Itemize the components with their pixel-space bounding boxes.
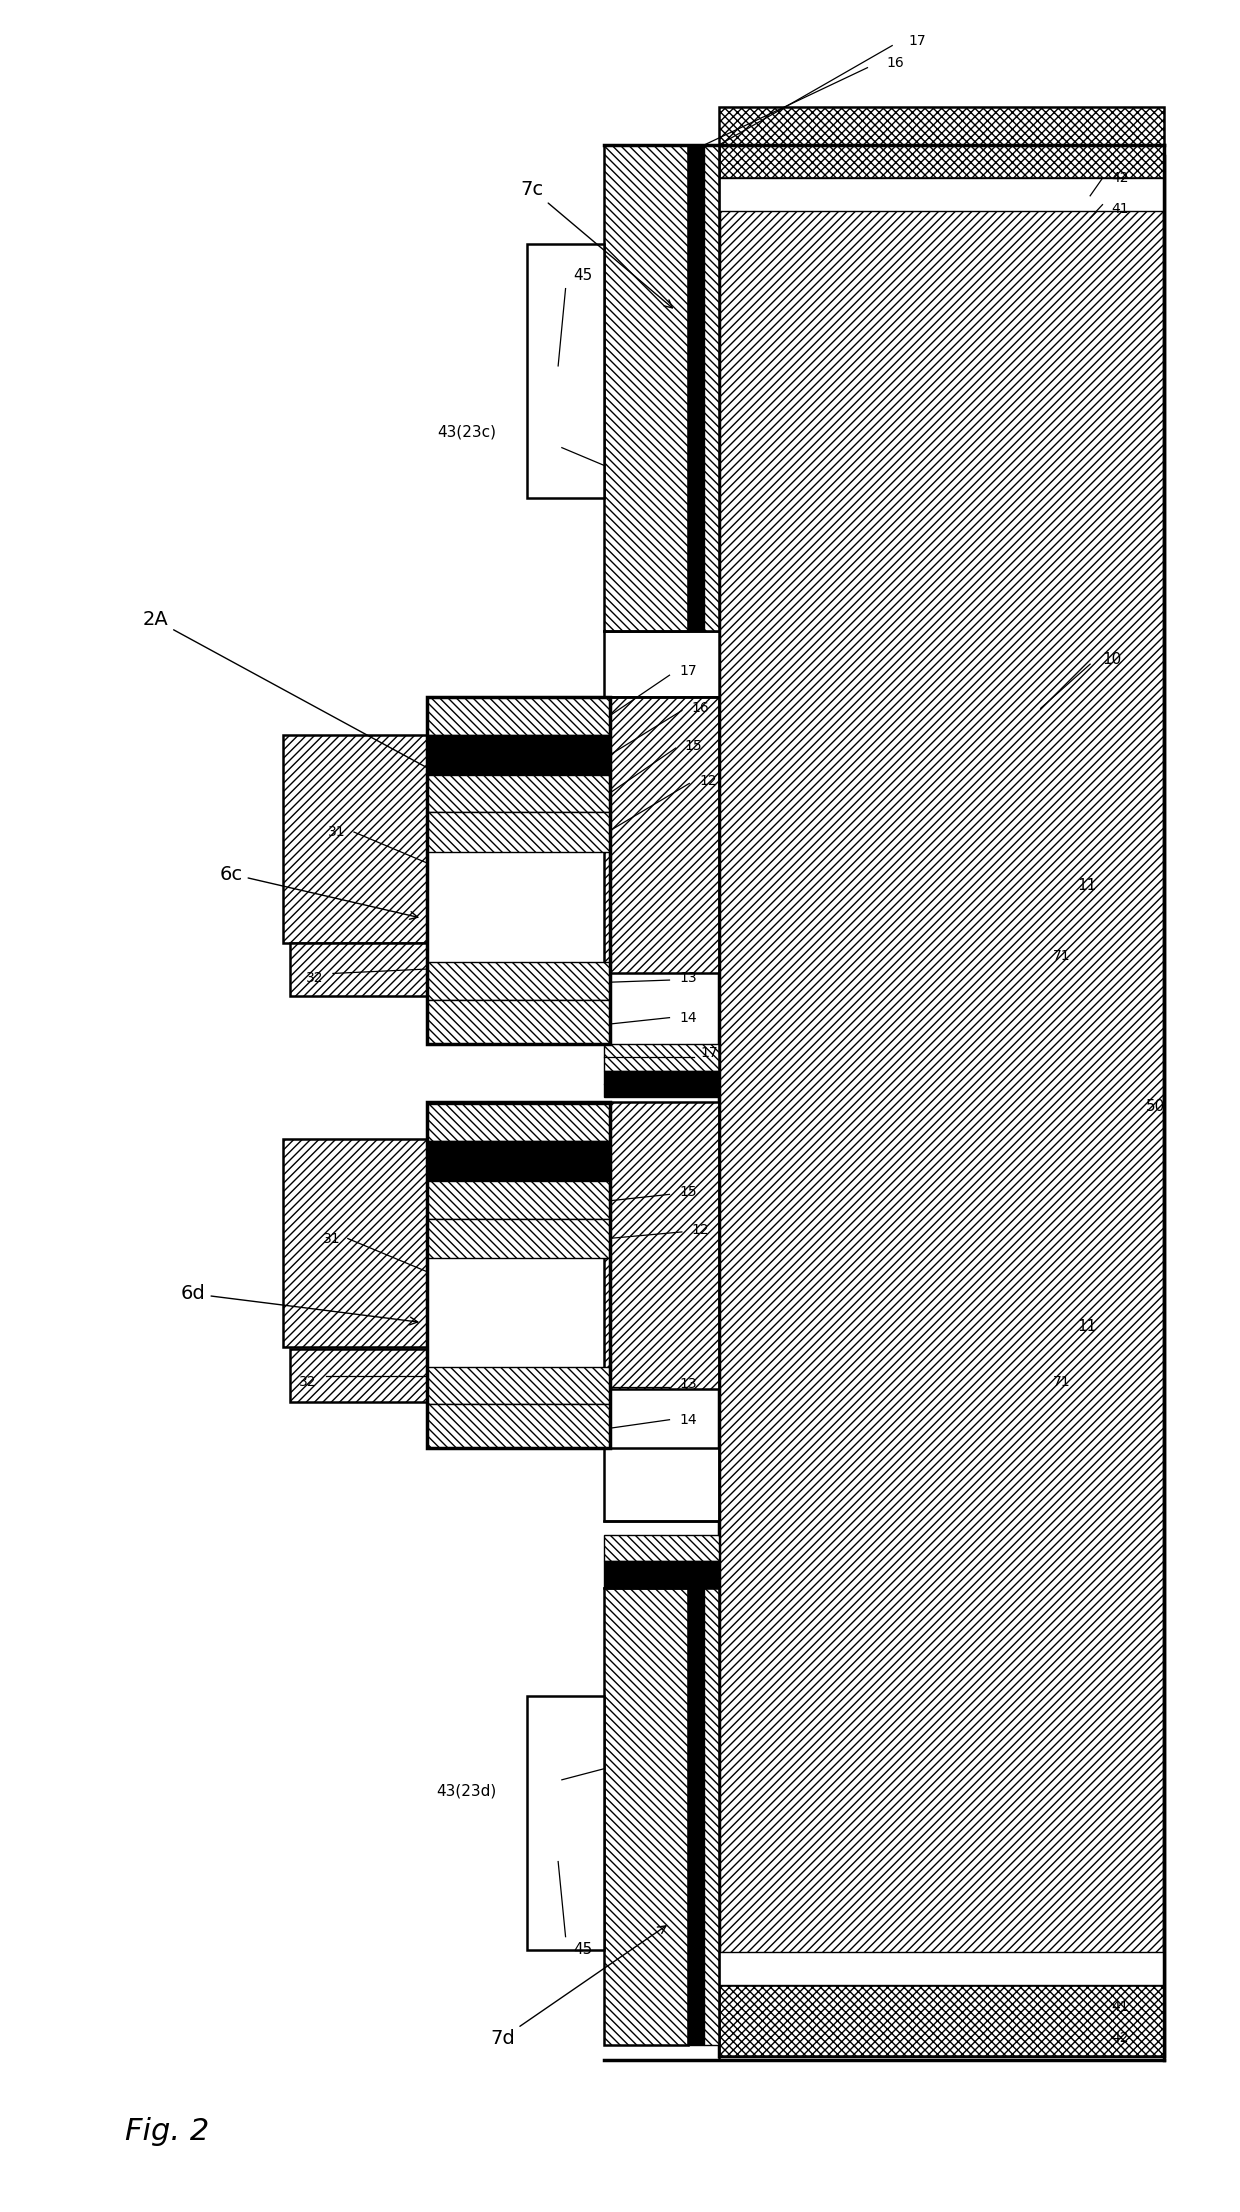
Text: 31: 31 [327, 825, 345, 838]
Bar [427, 1181, 610, 1219]
Text: 17: 17 [701, 1046, 718, 1060]
Bar [604, 630, 719, 697]
Bar [290, 942, 427, 995]
Text: 7c: 7c [520, 179, 672, 307]
Text: 16: 16 [887, 55, 904, 71]
Text: 6d: 6d [181, 1285, 418, 1325]
Bar [719, 1953, 1164, 1986]
Text: 14: 14 [680, 1011, 697, 1024]
Text: 42: 42 [1111, 170, 1128, 186]
Text: 2A: 2A [143, 611, 517, 816]
Bar [604, 146, 688, 630]
Text: 13: 13 [680, 971, 697, 984]
Text: 6c: 6c [219, 865, 418, 920]
Bar [719, 1986, 1164, 2055]
Bar [284, 1139, 427, 1347]
Text: 16: 16 [692, 701, 709, 714]
Text: Fig. 2: Fig. 2 [125, 2117, 210, 2146]
Bar [427, 734, 610, 774]
Bar [604, 1044, 719, 1071]
Text: 71: 71 [1053, 1376, 1070, 1389]
Bar [427, 1141, 610, 1181]
Bar [427, 774, 610, 812]
Bar [719, 108, 1164, 179]
Text: 31: 31 [322, 1232, 341, 1245]
Bar [604, 1535, 719, 1562]
Text: 71: 71 [1053, 949, 1070, 962]
Bar [719, 179, 1164, 212]
Text: 16: 16 [701, 1073, 718, 1086]
Text: 32: 32 [299, 1376, 317, 1389]
Bar [719, 157, 1164, 2055]
Bar [604, 1449, 719, 1522]
Bar [427, 697, 610, 1044]
Text: 45: 45 [573, 268, 593, 283]
Text: 43(23c): 43(23c) [438, 425, 496, 440]
Text: 7d: 7d [490, 1927, 666, 2048]
Bar [604, 1071, 719, 1097]
Bar [527, 1697, 604, 1951]
Bar [427, 1405, 610, 1449]
Bar [427, 812, 610, 852]
Bar [604, 697, 719, 973]
Bar [688, 1588, 704, 2044]
Text: 11: 11 [1078, 1318, 1097, 1334]
Bar [604, 1102, 719, 1389]
Text: 45: 45 [573, 1942, 593, 1958]
Text: 15: 15 [684, 739, 702, 752]
Text: 50: 50 [1146, 1099, 1166, 1113]
Bar [284, 734, 427, 942]
Text: 13: 13 [680, 1378, 697, 1391]
Bar [427, 1367, 610, 1405]
Bar [290, 1349, 427, 1402]
Bar [527, 243, 604, 498]
Text: 15: 15 [680, 1186, 697, 1199]
Text: 17: 17 [908, 33, 926, 49]
Text: 41: 41 [1111, 201, 1128, 217]
Text: 42: 42 [1111, 2031, 1128, 2046]
Text: 17: 17 [680, 664, 697, 677]
Text: 41: 41 [1111, 2000, 1128, 2015]
Bar [427, 1219, 610, 1259]
Text: 11: 11 [1078, 878, 1097, 894]
Bar [704, 146, 719, 630]
Text: 14: 14 [680, 1413, 697, 1427]
Bar [704, 1588, 719, 2044]
Bar [427, 1102, 610, 1449]
Text: 43(23d): 43(23d) [436, 1783, 496, 1798]
Bar [427, 697, 610, 734]
Bar [427, 1104, 610, 1141]
Bar [688, 146, 704, 630]
Text: 12: 12 [692, 1223, 709, 1237]
Bar [427, 1000, 610, 1044]
Bar [604, 1588, 688, 2044]
Bar [427, 962, 610, 1000]
Text: 12: 12 [699, 774, 717, 787]
Text: 10: 10 [1102, 653, 1122, 668]
Bar [604, 1562, 719, 1588]
Text: 32: 32 [305, 971, 324, 984]
